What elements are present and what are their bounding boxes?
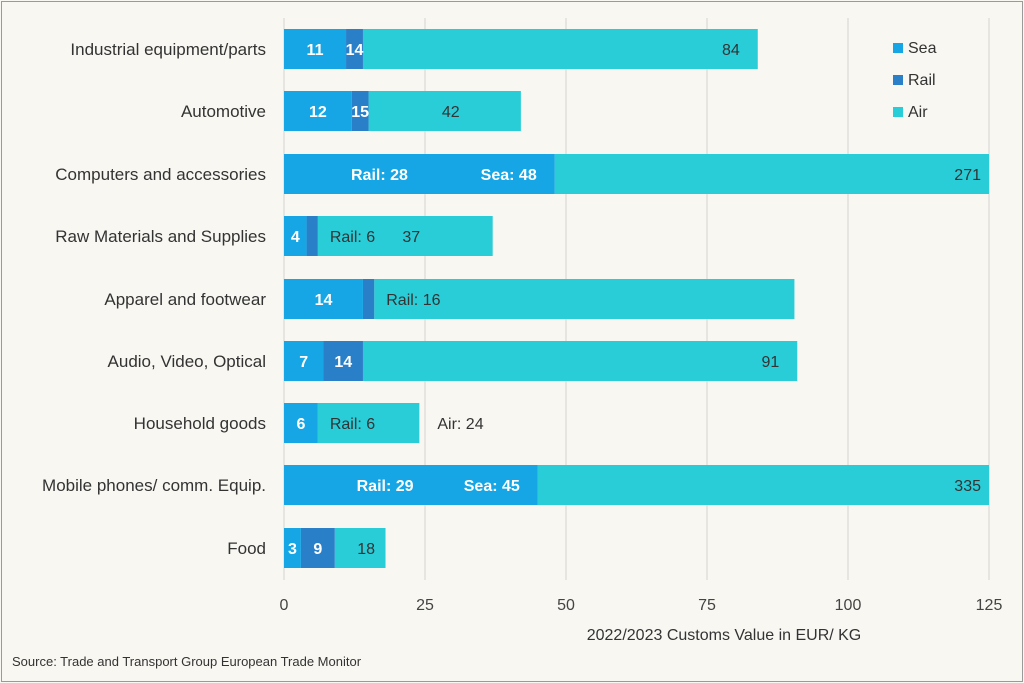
bar-sea xyxy=(284,341,324,381)
bar-air xyxy=(554,154,989,194)
x-tick-label: 75 xyxy=(698,597,716,614)
category-label: Computers and accessories xyxy=(55,165,266,184)
data-label-rail: Rail: 28 xyxy=(351,167,408,184)
bar-rail xyxy=(351,91,369,131)
bar-rail xyxy=(306,216,318,256)
data-label-sea: 4 xyxy=(291,229,300,246)
data-label-air: 91 xyxy=(761,354,779,371)
data-label-rail: Rail: 16 xyxy=(386,292,440,309)
bar-sea xyxy=(284,279,363,319)
x-tick-label: 125 xyxy=(976,597,1003,614)
legend-label: Air xyxy=(908,104,928,121)
bar-air xyxy=(317,216,493,256)
bar-sea xyxy=(284,465,538,505)
bar-air xyxy=(368,91,521,131)
bar-sea xyxy=(284,528,301,568)
data-label-sea: 14 xyxy=(315,292,333,309)
data-label-rail: 15 xyxy=(351,104,369,121)
bar-air xyxy=(537,465,989,505)
bar-sea xyxy=(284,216,307,256)
data-label-air: 335 xyxy=(954,478,981,495)
bar-air xyxy=(362,341,798,381)
x-tick-label: 25 xyxy=(416,597,434,614)
legend-swatch xyxy=(893,75,903,85)
bar-rail xyxy=(300,528,335,568)
category-label: Automotive xyxy=(181,102,266,121)
category-label: Raw Materials and Supplies xyxy=(55,227,266,246)
x-tick-label: 0 xyxy=(280,597,289,614)
data-label-rail: Rail: 29 xyxy=(357,478,414,495)
data-label-air: 18 xyxy=(357,541,375,558)
data-label-air: Air: 24 xyxy=(437,416,483,433)
data-label-air: 42 xyxy=(442,104,460,121)
bar-air xyxy=(374,279,795,319)
category-label: Apparel and footwear xyxy=(104,290,266,309)
bar-sea xyxy=(284,403,318,443)
data-label-sea: 11 xyxy=(307,42,324,59)
x-tick-label: 100 xyxy=(835,597,862,614)
source-note: Source: Trade and Transport Group Europe… xyxy=(12,654,362,669)
bar-rail xyxy=(362,279,375,319)
data-label-sea: 3 xyxy=(288,541,297,558)
data-label-air: 37 xyxy=(402,229,420,246)
bar-sea xyxy=(284,154,555,194)
legend-label: Sea xyxy=(908,40,937,57)
data-label-rail: 14 xyxy=(346,42,364,59)
data-label-rail: Rail: 6 xyxy=(330,416,375,433)
bar-air xyxy=(317,403,420,443)
category-label: Audio, Video, Optical xyxy=(108,352,266,371)
data-label-air: 84 xyxy=(722,42,740,59)
bar-air xyxy=(334,528,386,568)
data-label-rail: 14 xyxy=(334,354,352,371)
category-label: Mobile phones/ comm. Equip. xyxy=(42,476,266,495)
data-label-sea: 7 xyxy=(299,354,308,371)
data-label-sea: 6 xyxy=(296,416,305,433)
legend-swatch xyxy=(893,107,903,117)
x-axis-title: 2022/2023 Customs Value in EUR/ KG xyxy=(587,627,862,644)
data-label-sea: Sea: 48 xyxy=(481,167,537,184)
bar-sea xyxy=(284,29,347,69)
data-label-sea: 12 xyxy=(309,104,327,121)
category-label: Household goods xyxy=(134,414,266,433)
bar-air xyxy=(362,29,758,69)
bar-rail xyxy=(346,29,363,69)
x-tick-label: 50 xyxy=(557,597,575,614)
data-label-air: 271 xyxy=(954,167,981,184)
bar-rail xyxy=(323,341,363,381)
bar-sea xyxy=(284,91,352,131)
data-label-rail: 9 xyxy=(313,541,322,558)
category-label: Food xyxy=(227,539,266,558)
legend-swatch xyxy=(893,43,903,53)
data-label-sea: Sea: 45 xyxy=(464,478,520,495)
category-label: Industrial equipment/parts xyxy=(70,40,266,59)
legend-label: Rail xyxy=(908,72,936,89)
data-label-rail: Rail: 6 xyxy=(330,229,375,246)
